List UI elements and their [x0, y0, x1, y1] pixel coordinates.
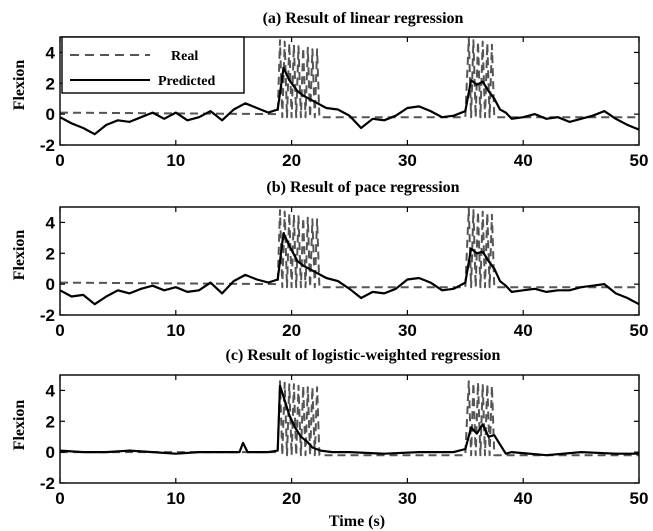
panel-b: (b) Result of pace regression Flexion 0 1… — [11, 179, 648, 340]
x-tick-label: 20 — [282, 151, 301, 170]
x-tick-label: 20 — [282, 321, 301, 340]
y-tick-label: 0 — [46, 105, 55, 124]
x-tick-label: 20 — [282, 489, 301, 508]
series-real-line — [60, 380, 639, 457]
x-tick-label: 30 — [398, 151, 417, 170]
plot-frame — [59, 206, 640, 316]
series-real-line — [59, 207, 639, 289]
y-tick-label: 2 — [46, 74, 55, 93]
y-tick-label: 4 — [46, 213, 56, 232]
y-tick-label: 0 — [46, 275, 55, 294]
legend-box — [61, 36, 245, 94]
plot-frame — [59, 374, 640, 484]
legend-real-label: Real — [171, 49, 198, 64]
x-tick-label: 40 — [514, 151, 533, 170]
x-tick-label: 40 — [514, 321, 533, 340]
y-tick-label: -2 — [40, 306, 55, 325]
panel-c-title: (c) Result of logistic-weighted regressi… — [226, 347, 501, 364]
x-tick-label: 0 — [55, 321, 64, 340]
panel-b-ylabel: Flexion — [11, 230, 28, 281]
x-tick-label: 30 — [398, 321, 417, 340]
x-tick-label: 50 — [630, 321, 649, 340]
plot-frame — [59, 36, 640, 146]
y-tick-label: 2 — [46, 412, 55, 431]
x-tick-label: 50 — [630, 489, 649, 508]
panel-c: (c) Result of logistic-weighted regressi… — [11, 347, 648, 530]
x-tick-label: 40 — [514, 489, 533, 508]
x-tick-label: 0 — [55, 489, 64, 508]
panel-c-ylabel: Flexion — [11, 400, 28, 451]
legend-predicted-label: Predicted — [158, 74, 215, 89]
y-tick-label: 4 — [46, 43, 56, 62]
panel-b-title: (b) Result of pace regression — [266, 179, 459, 196]
x-tick-label: 10 — [166, 489, 185, 508]
legend: Real Predicted — [61, 36, 245, 94]
x-tick-label: 50 — [630, 151, 649, 170]
panel-a-title: (a) Result of linear regression — [263, 10, 464, 27]
y-tick-label: 4 — [46, 381, 56, 400]
y-tick-label: -2 — [40, 474, 55, 493]
series-predicted-line — [59, 66, 640, 136]
series-real-line — [59, 37, 639, 119]
series-predicted-line — [59, 232, 640, 306]
series-predicted-line — [59, 384, 639, 457]
x-tick-label: 0 — [55, 151, 64, 170]
y-tick-label: 0 — [46, 443, 55, 462]
y-tick-label: -2 — [40, 136, 55, 155]
panel-a-ylabel: Flexion — [11, 60, 28, 111]
y-tick-label: 2 — [46, 244, 55, 263]
x-tick-label: 30 — [398, 489, 417, 508]
x-axis-label: Time (s) — [329, 513, 385, 530]
x-tick-label: 10 — [166, 151, 185, 170]
x-tick-label: 10 — [166, 321, 185, 340]
panel-a: (a) Result of linear regression Flexion … — [11, 10, 648, 170]
